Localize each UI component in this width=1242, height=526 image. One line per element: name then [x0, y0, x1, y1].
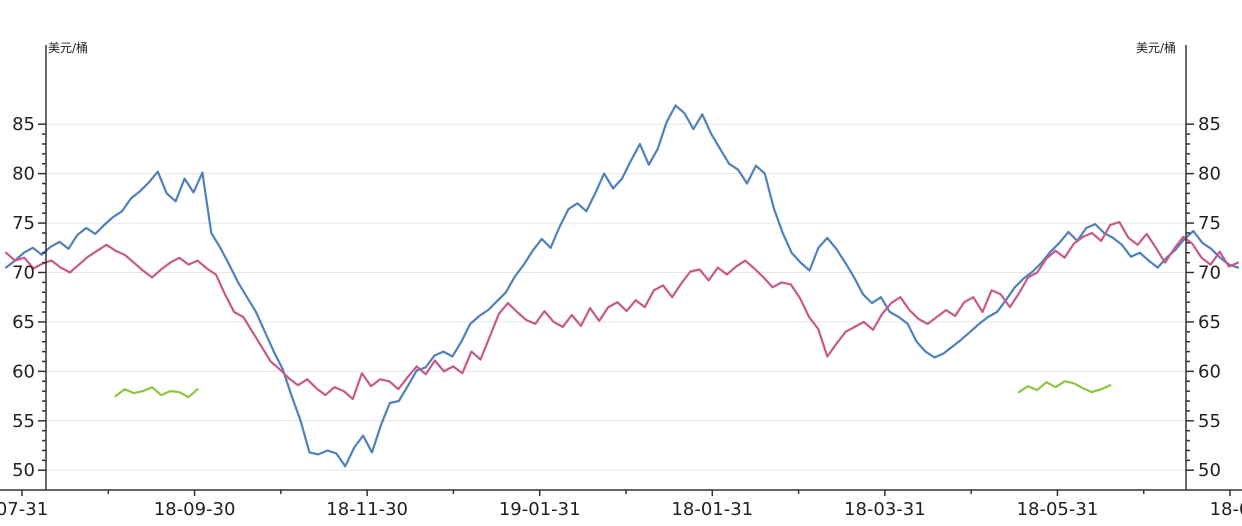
x-tick-label: 18-03-31: [844, 499, 926, 520]
x-tick-label: 07-31: [0, 499, 48, 520]
right-y-tick-label: 75: [1198, 213, 1221, 234]
left-y-tick-label: 75: [12, 213, 35, 234]
left-y-tick-label: 55: [12, 411, 35, 432]
right-y-tick-label: 60: [1198, 361, 1221, 382]
left-y-tick-label: 65: [12, 312, 35, 333]
x-tick-label: 19-01-31: [499, 499, 581, 520]
right-y-tick-label: 65: [1198, 312, 1221, 333]
right-y-tick-label: 50: [1198, 460, 1221, 481]
series-1-line: [4, 104, 1240, 468]
grid: [46, 123, 1186, 471]
right-y-tick-label: 80: [1198, 164, 1221, 185]
x-tick-label: 18-11-30: [326, 499, 408, 520]
left-y-tick-label: 50: [12, 460, 35, 481]
series-group: [4, 104, 1240, 468]
x-axis: 07-31 18-09-30 18-11-30 19-01-31 18-01-31 18-…: [0, 489, 1242, 520]
right-y-tick-label: 85: [1198, 114, 1221, 135]
left-y-tick-label: 60: [12, 361, 35, 382]
x-tick-label: 18-09-30: [154, 499, 236, 520]
left-y-axis: 85 80 75 70 65 60 55 50: [12, 45, 47, 490]
left-y-tick-label: 80: [12, 164, 35, 185]
left-y-tick-label: 85: [12, 114, 35, 135]
right-y-tick-label: 70: [1198, 263, 1221, 284]
x-tick-label: 18-05-31: [1017, 499, 1099, 520]
y-axis-unit-right: 美元/桶: [1136, 40, 1176, 55]
series-3-line: [114, 380, 1112, 399]
left-y-tick-label: 70: [12, 263, 35, 284]
series-2-line: [4, 221, 1240, 401]
y-axis-unit-left: 美元/桶: [48, 40, 88, 55]
right-y-axis: 85 80 75 70 65 60 55 50: [1185, 45, 1221, 490]
right-y-tick-label: 55: [1198, 411, 1221, 432]
x-tick-label: 18-0: [1210, 499, 1242, 520]
x-tick-label: 18-01-31: [671, 499, 753, 520]
